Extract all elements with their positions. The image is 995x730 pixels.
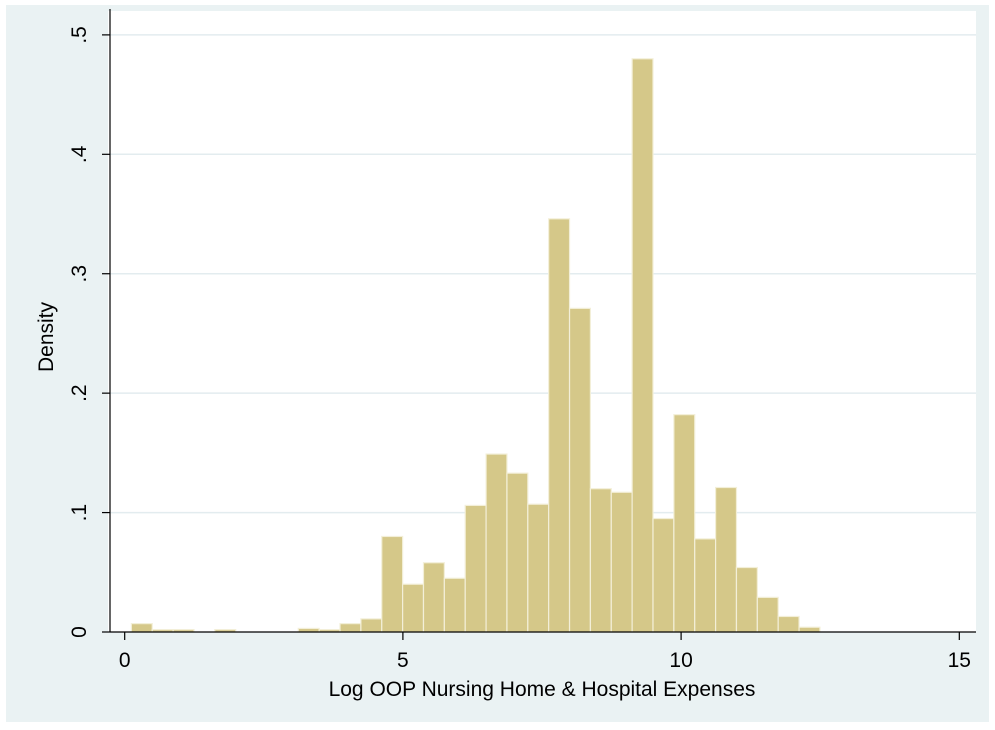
histogram-bar (485, 453, 508, 633)
chart-frame: 0 5 10 15 0 .1 .2 .3 .4 .5 Log OOP Nursing Home &… (6, 5, 989, 722)
x-axis-title: Log OOP Nursing Home & Hospital Expenses (329, 678, 756, 701)
histogram-bar (548, 218, 571, 633)
histogram-bar (735, 566, 758, 633)
histogram-bar (631, 58, 654, 633)
histogram-bar (756, 596, 779, 633)
histogram-bar (798, 626, 821, 633)
x-tick-label: 5 (397, 649, 409, 672)
histogram-bar (381, 535, 404, 633)
y-tick-label: .1 (68, 504, 91, 522)
y-axis-title: Density (35, 301, 58, 372)
histogram-bar (443, 577, 466, 633)
y-tick-label: .3 (68, 265, 91, 283)
y-tick-label: .5 (68, 26, 91, 44)
histogram-bar (527, 503, 550, 633)
y-tick-label: .2 (68, 384, 91, 402)
histogram-bar (610, 491, 633, 633)
histogram-bar (714, 486, 738, 633)
histogram-bar (360, 618, 383, 633)
axes (109, 9, 976, 633)
histogram-bar (652, 517, 675, 633)
x-tick-label: 15 (948, 649, 971, 672)
y-tick-label: 0 (68, 626, 91, 638)
bars (130, 58, 821, 633)
histogram-chart: 0 5 10 15 0 .1 .2 .3 .4 .5 Log OOP Nursing Home &… (35, 9, 976, 701)
histogram-bar (402, 583, 425, 633)
histogram-bar (568, 307, 592, 633)
x-tick-label: 10 (669, 649, 692, 672)
histogram-bar (589, 488, 612, 633)
histogram-bar (506, 472, 529, 633)
tick-labels: 0 5 10 15 0 .1 .2 .3 .4 .5 (68, 26, 971, 672)
histogram-bar (694, 538, 717, 633)
histogram-bar (673, 414, 696, 633)
histogram-bar (464, 504, 487, 633)
x-tick-label: 0 (119, 649, 131, 672)
histogram-bar (422, 562, 445, 633)
histogram-bar (777, 615, 800, 633)
histogram-bar (130, 623, 153, 633)
grid-lines (110, 34, 976, 514)
y-tick-label: .4 (68, 145, 91, 163)
histogram-bar (339, 623, 362, 633)
